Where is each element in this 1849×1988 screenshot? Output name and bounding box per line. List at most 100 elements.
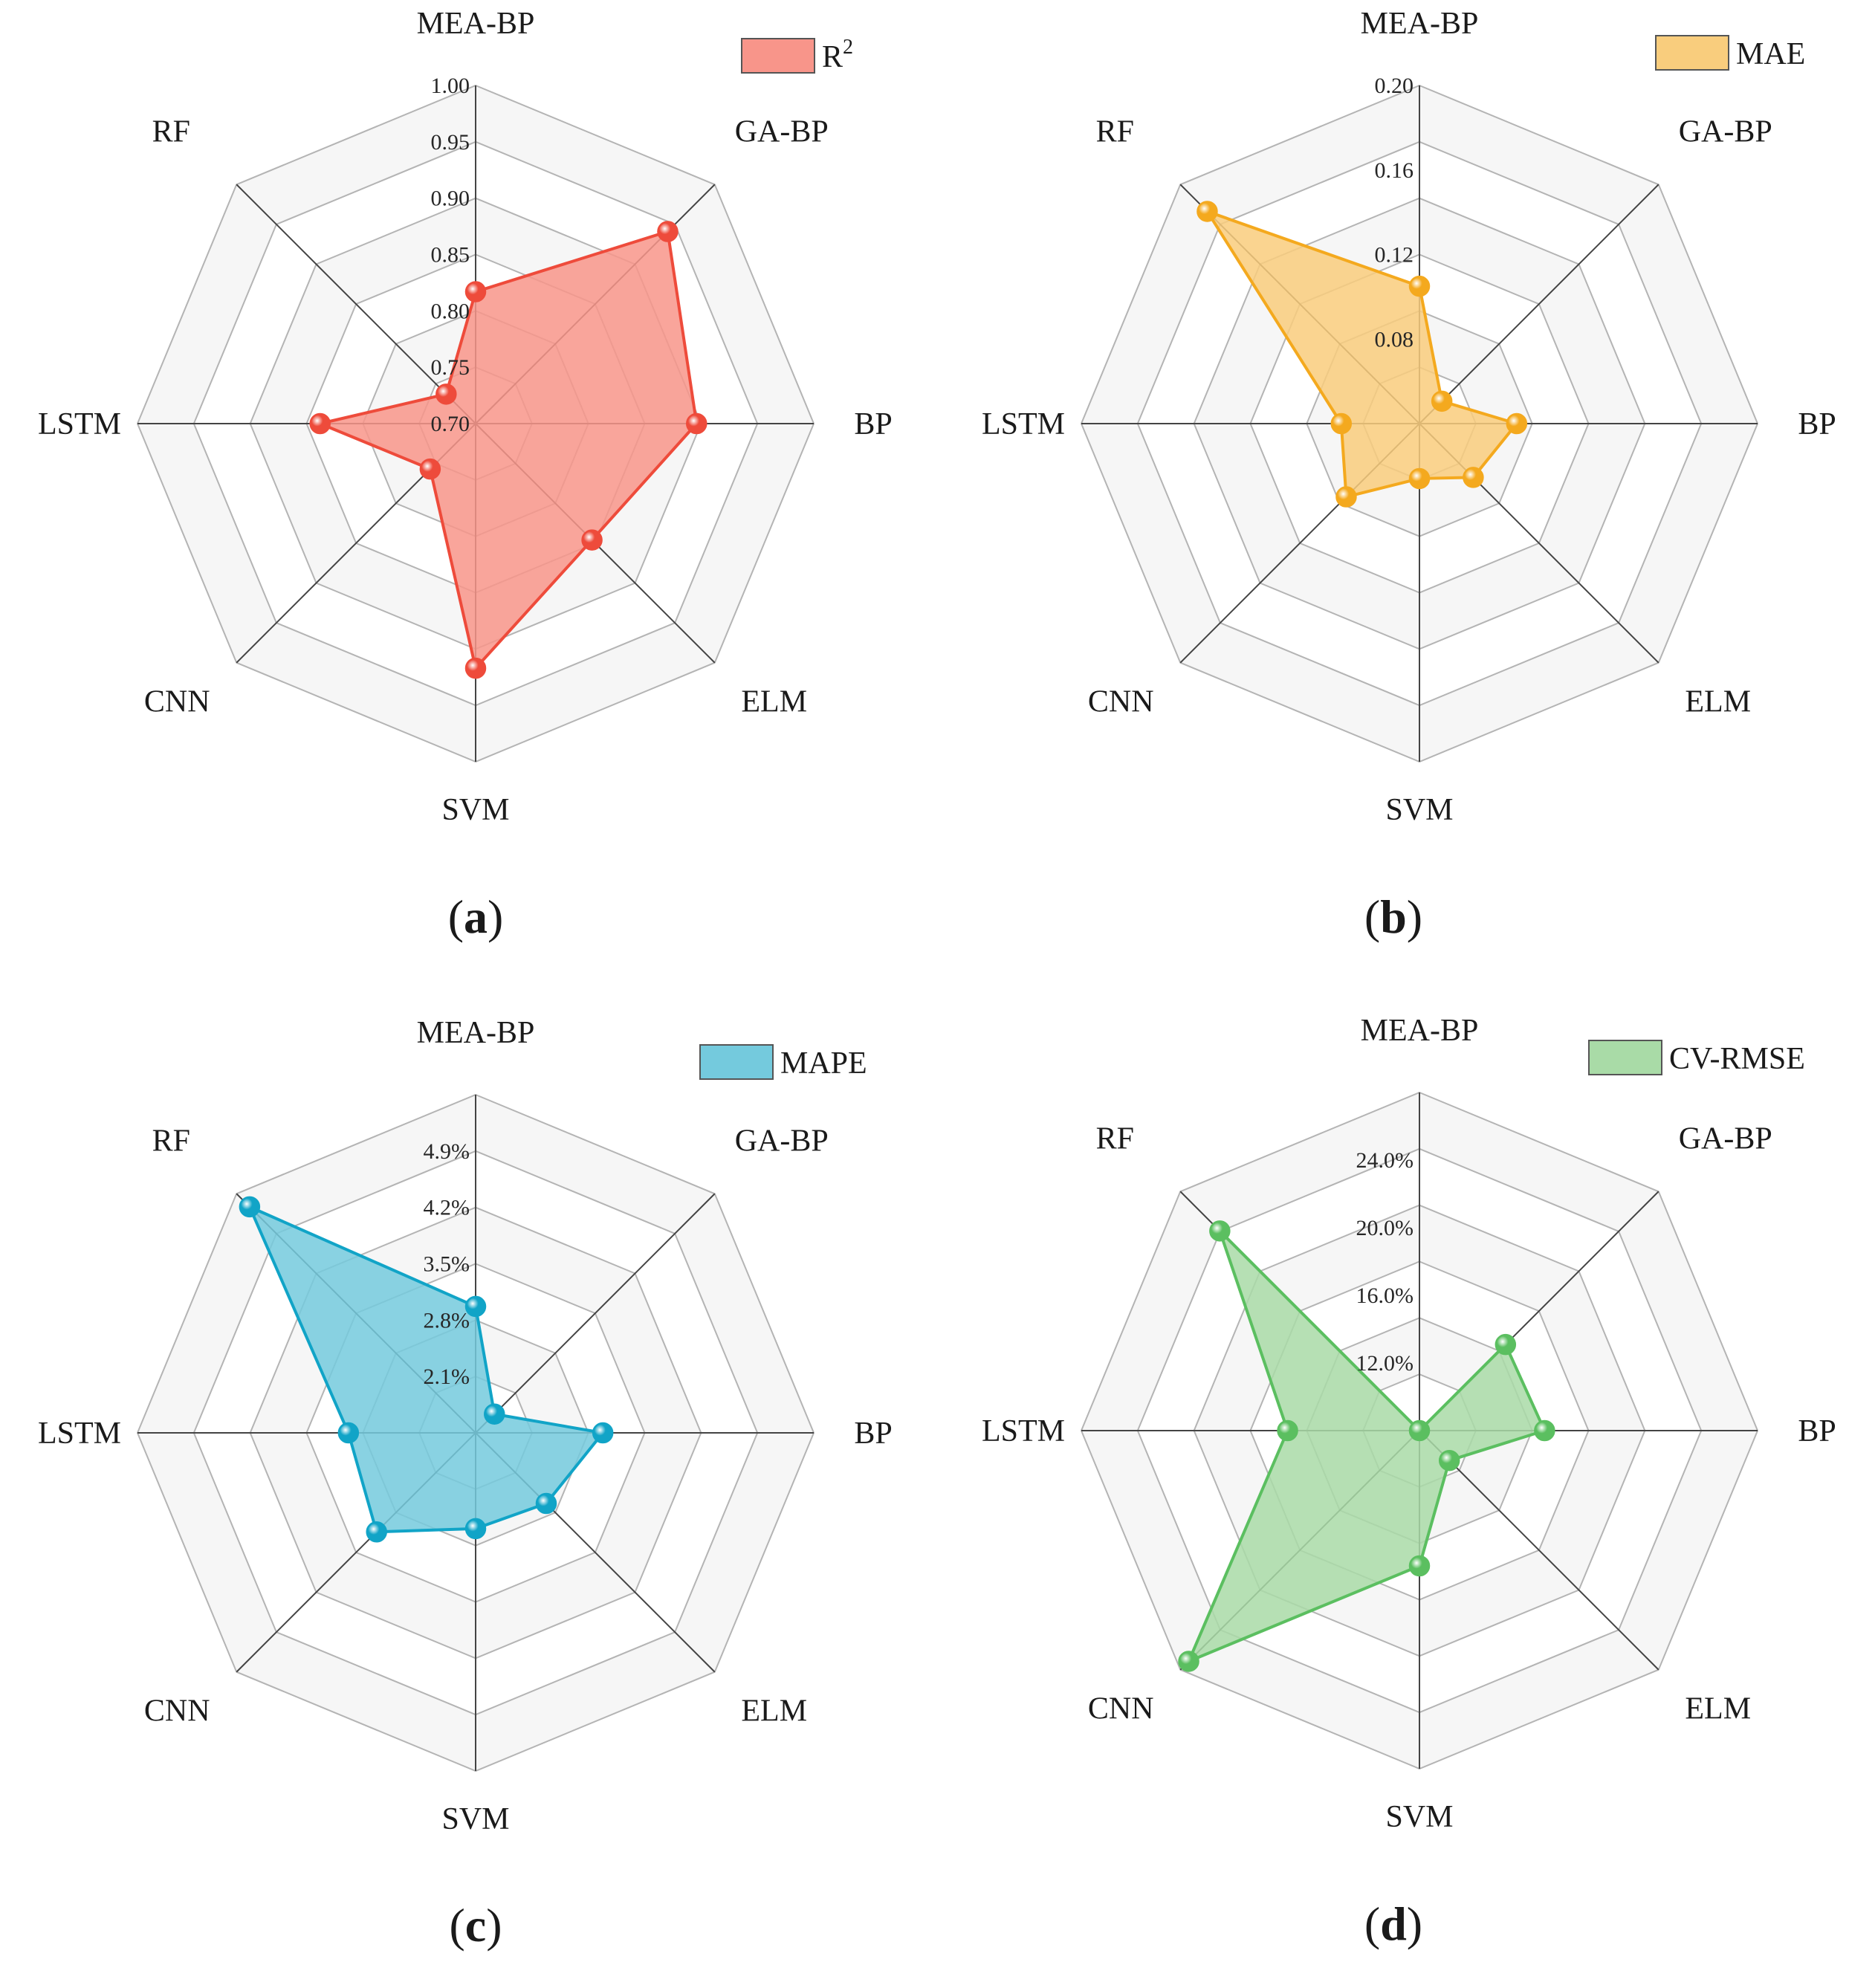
- legend-swatch: [699, 1044, 774, 1080]
- radar-panel-b: 0.08 0.12 0.16 0.20 MEA-BP GA-BP BP ELM SVM CNN LS…: [982, 7, 1836, 943]
- axis-label-lstm: LSTM: [982, 1414, 1065, 1448]
- data-point-ga-bp: [657, 221, 679, 242]
- data-point-bp: [686, 412, 707, 435]
- tick-label: 0.16: [1375, 158, 1414, 183]
- data-point-cnn: [366, 1521, 387, 1543]
- tick-label: 0.90: [431, 187, 470, 211]
- tick-label: 16.0%: [1356, 1283, 1414, 1308]
- data-point-cnn: [1178, 1651, 1199, 1672]
- data-point-ga-bp: [1495, 1333, 1517, 1356]
- data-point-ga-bp: [484, 1403, 505, 1425]
- legend-swatch: [741, 38, 815, 74]
- data-point-bp: [1506, 412, 1528, 435]
- axis-label-svm: SVM: [1385, 793, 1453, 827]
- tick-label: 24.0%: [1356, 1148, 1414, 1173]
- data-point-rf: [239, 1196, 261, 1218]
- tick-label: 0.75: [431, 355, 470, 380]
- tick-label: 0.80: [431, 299, 470, 323]
- axis-label-elm: ELM: [1685, 685, 1751, 719]
- tick-label: 2.1%: [424, 1364, 470, 1389]
- data-point-mea-bp: [464, 1295, 487, 1318]
- axis-label-rf: RF: [1096, 114, 1134, 149]
- axis-label-cnn: CNN: [144, 685, 210, 719]
- axis-label-rf: RF: [152, 1124, 190, 1158]
- tick-label: 0.85: [431, 243, 470, 268]
- axis-label-svm: SVM: [1385, 1800, 1453, 1834]
- axis-spoke: [1419, 184, 1659, 424]
- axis-label-mea-bp: MEA-BP: [1361, 7, 1479, 41]
- tick-label: 0.20: [1375, 74, 1414, 98]
- tick-label: 4.2%: [424, 1196, 470, 1220]
- radar-panel-d: 12.0% 16.0% 20.0% 24.0% MEA-BP GA-BP BP ELM SVM C…: [982, 1014, 1836, 1950]
- data-point-svm: [464, 1518, 487, 1540]
- axis-label-rf: RF: [1096, 1121, 1134, 1156]
- panel-label: (d): [1364, 1897, 1422, 1950]
- axis-label-ga-bp: GA-BP: [1679, 114, 1772, 149]
- legend-label: MAE: [1736, 37, 1805, 71]
- data-point-lstm: [1330, 412, 1353, 435]
- tick-label: 0.12: [1375, 243, 1414, 268]
- tick-label: 4.9%: [424, 1139, 470, 1164]
- data-point-elm: [581, 529, 603, 551]
- axis-label-elm: ELM: [741, 1694, 807, 1729]
- data-point-mea-bp: [464, 281, 487, 302]
- radar-panel-a: 0.70 0.75 0.80 0.85 0.90 0.95 1.00 MEA-BP GA-BP B…: [38, 7, 893, 943]
- axis-label-mea-bp: MEA-BP: [417, 1016, 535, 1050]
- radar-panels: 0.70 0.75 0.80 0.85 0.90 0.95 1.00 MEA-BP GA-BP B…: [38, 7, 1836, 1952]
- axis-label-cnn: CNN: [144, 1694, 210, 1729]
- axis-label-mea-bp: MEA-BP: [1361, 1014, 1479, 1048]
- tick-label: 12.0%: [1356, 1351, 1414, 1376]
- legend-swatch: [1588, 1040, 1662, 1075]
- data-point-rf: [1196, 201, 1218, 222]
- tick-label: 0.95: [431, 130, 470, 155]
- legend-label: CV-RMSE: [1669, 1042, 1805, 1076]
- data-point-mea-bp: [1408, 1419, 1431, 1442]
- data-point-bp: [592, 1422, 614, 1444]
- axis-label-cnn: CNN: [1088, 1692, 1154, 1726]
- tick-label: 0.08: [1375, 327, 1414, 352]
- axis-spoke: [475, 1193, 716, 1434]
- axis-label-bp: BP: [854, 1416, 892, 1451]
- tick-label: 1.00: [431, 74, 470, 98]
- data-point-cnn: [419, 458, 441, 480]
- legend-label: R2: [822, 36, 853, 74]
- panel-label: (a): [448, 890, 504, 943]
- axis-label-ga-bp: GA-BP: [735, 114, 829, 149]
- axis-label-elm: ELM: [1685, 1692, 1751, 1726]
- panel-label: (b): [1364, 890, 1422, 943]
- axis-label-bp: BP: [1798, 1414, 1836, 1448]
- data-point-lstm: [1277, 1419, 1298, 1442]
- data-point-elm: [1463, 467, 1484, 488]
- axis-label-bp: BP: [854, 407, 892, 441]
- axis-label-lstm: LSTM: [38, 1416, 121, 1451]
- axis-spoke: [236, 184, 476, 424]
- legend-label: MAPE: [780, 1046, 867, 1081]
- tick-label: 3.5%: [424, 1252, 470, 1277]
- data-point-lstm: [337, 1422, 360, 1444]
- axis-label-rf: RF: [152, 114, 190, 149]
- data-point-mea-bp: [1408, 275, 1431, 297]
- axis-label-elm: ELM: [741, 685, 807, 719]
- tick-label: 20.0%: [1356, 1216, 1414, 1240]
- panel-label: (c): [449, 1899, 502, 1952]
- axis-spoke: [1419, 1430, 1659, 1671]
- data-point-rf: [435, 383, 457, 405]
- data-point-cnn: [1335, 486, 1357, 508]
- axis-label-ga-bp: GA-BP: [735, 1124, 829, 1158]
- axis-label-ga-bp: GA-BP: [1679, 1121, 1772, 1156]
- data-point-elm: [535, 1492, 557, 1515]
- data-point-lstm: [309, 412, 331, 435]
- data-point-rf: [1209, 1220, 1231, 1242]
- data-point-svm: [1408, 467, 1431, 490]
- axis-label-cnn: CNN: [1088, 685, 1154, 719]
- data-point-bp: [1534, 1419, 1555, 1442]
- axis-label-svm: SVM: [441, 1802, 509, 1836]
- radar-panel-c: 2.1% 2.8% 3.5% 4.2% 4.9% MEA-BP GA-BP BP ELM SVM C…: [38, 1016, 893, 1952]
- data-point-svm: [1408, 1555, 1431, 1577]
- axis-label-bp: BP: [1798, 407, 1836, 441]
- legend-swatch: [1655, 35, 1729, 71]
- data-point-ga-bp: [1431, 390, 1453, 412]
- axis-label-lstm: LSTM: [982, 407, 1065, 441]
- data-point-svm: [464, 657, 487, 679]
